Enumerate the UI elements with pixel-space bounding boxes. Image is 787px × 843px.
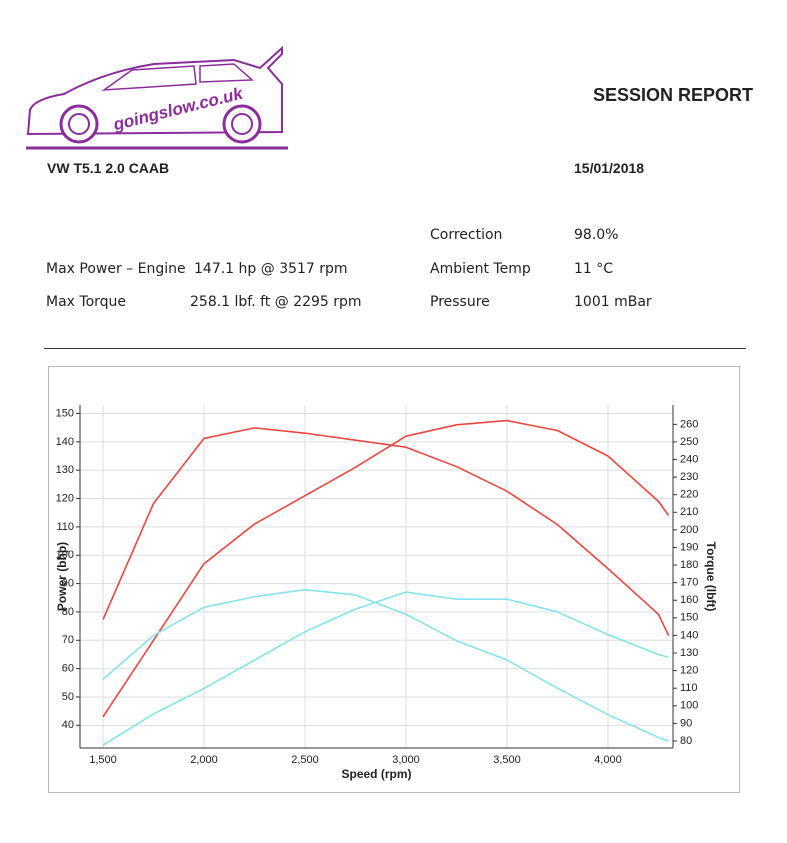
x-tick-label: 4,000	[594, 754, 622, 766]
series-line	[102, 427, 670, 636]
y-tick-label: 80	[62, 606, 74, 618]
info-label: Pressure	[430, 294, 490, 310]
y2-tick-label: 230	[680, 471, 698, 483]
y2-tick-label: 170	[680, 577, 698, 589]
report-title: SESSION REPORT	[593, 85, 754, 105]
y2-axis-label: Torque (lbft)	[704, 542, 718, 612]
y2-tick-label: 180	[680, 559, 698, 571]
y2-tick-label: 210	[680, 506, 698, 518]
y-tick-label: 140	[56, 436, 74, 448]
info-value: 11 °C	[574, 261, 614, 277]
x-tick-label: 1,500	[89, 754, 117, 766]
y2-tick-label: 190	[680, 541, 698, 553]
info-label: Max Torque	[46, 294, 127, 310]
info-value: 147.1 hp @ 3517 rpm	[194, 261, 348, 277]
y2-tick-label: 120	[680, 665, 698, 677]
y-tick-label: 50	[62, 691, 74, 703]
y-tick-label: 150	[56, 407, 74, 419]
y-tick-label: 120	[56, 492, 74, 504]
x-tick-label: 3,500	[493, 754, 521, 766]
y-tick-label: 110	[56, 521, 74, 533]
info-label: Max Power – Engine	[46, 261, 186, 277]
y-tick-label: 40	[62, 719, 74, 731]
y-axis-label: Power (bhp)	[55, 542, 69, 611]
info-value: 258.1 lbf. ft @ 2295 rpm	[190, 294, 362, 310]
y2-tick-label: 220	[680, 489, 698, 501]
series-line	[102, 591, 669, 746]
chart-frame	[48, 366, 740, 793]
series-line	[102, 419, 670, 718]
x-tick-label: 2,500	[291, 754, 319, 766]
info-label: Correction	[430, 227, 503, 243]
x-tick-label: 3,000	[392, 754, 420, 766]
info-value: 98.0%	[574, 227, 619, 243]
logo: goingslow.co.uk	[26, 45, 288, 150]
x-tick-label: 2,000	[190, 754, 218, 766]
chart: 1,500 2,000 2,500 3,000 3,500 4,000 40 50 60 70 80…	[48, 366, 740, 793]
x-axis-label: Speed (rpm)	[341, 767, 411, 781]
y-tick-label: 70	[62, 634, 74, 646]
y2-tick-label: 130	[680, 647, 698, 659]
y-tick-label: 100	[56, 549, 74, 561]
y2-tick-label: 110	[680, 682, 698, 694]
y2-tick-label: 240	[680, 453, 698, 465]
series-line	[102, 588, 669, 742]
y2-tick-label: 80	[680, 735, 692, 747]
y2-tick-label: 100	[680, 700, 698, 712]
y2-tick-label: 200	[680, 524, 698, 536]
divider	[44, 348, 746, 349]
info-value: 1001 mBar	[574, 294, 652, 310]
y2-tick-label: 160	[680, 594, 698, 606]
y-tick-label: 130	[56, 464, 74, 476]
y2-tick-label: 140	[680, 629, 698, 641]
date: 15/01/2018	[574, 160, 645, 176]
y2-tick-label: 150	[680, 612, 698, 624]
vehicle: VW T5.1 2.0 CAAB	[47, 160, 170, 176]
y2-tick-label: 90	[680, 717, 692, 729]
info-label: Ambient Temp	[430, 261, 531, 277]
y-tick-label: 60	[62, 663, 74, 675]
y-tick-label: 90	[62, 577, 74, 589]
y2-tick-label: 250	[680, 436, 698, 448]
y2-tick-label: 260	[680, 418, 698, 430]
